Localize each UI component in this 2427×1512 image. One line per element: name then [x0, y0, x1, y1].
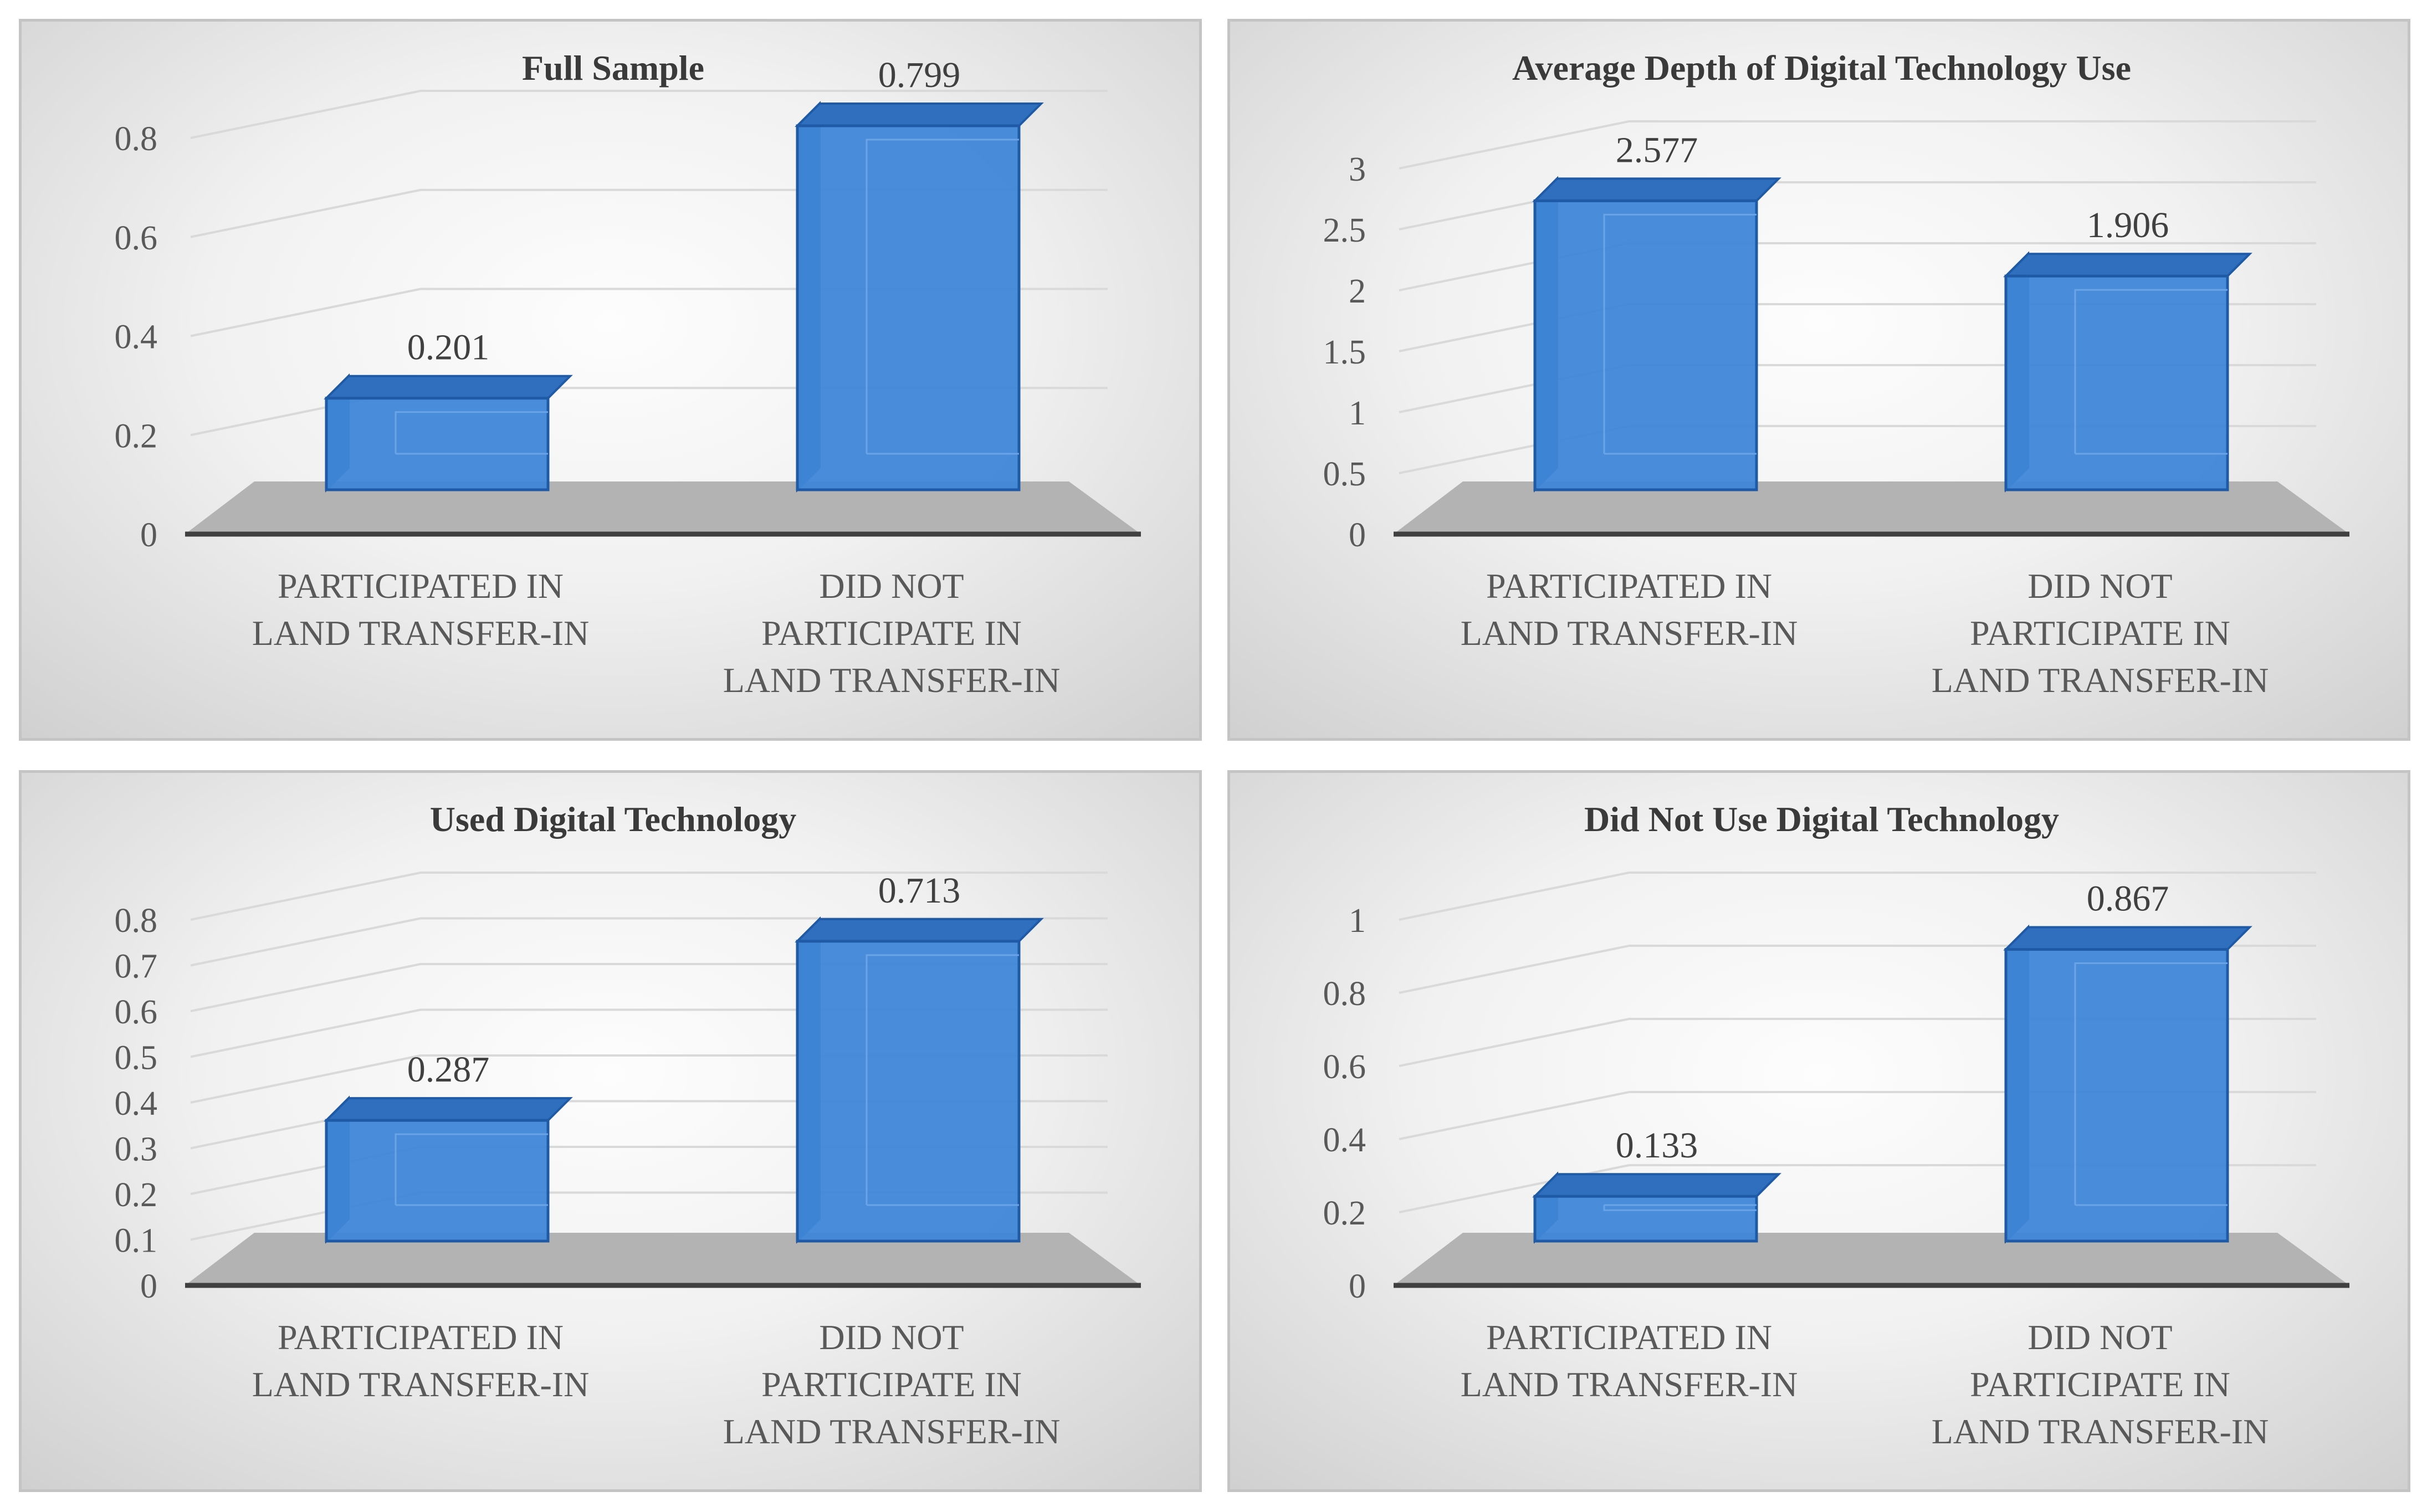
bar: [1532, 1171, 1781, 1244]
y-tick-label: 0.8: [1323, 975, 1366, 1013]
chart-floor: [1394, 481, 2349, 534]
data-label: 0.133: [1616, 1125, 1698, 1166]
chart-svg: Used Digital Technology 0 0.1 0.2 0.3 0.4 0.5 0…: [115, 799, 1141, 1451]
gridline: [1399, 120, 2316, 170]
y-tick-label: 0.4: [115, 319, 158, 356]
y-tick-label: 1: [1349, 902, 1366, 940]
y-tick-label: 0.2: [1323, 1195, 1366, 1232]
chart-floor: [1394, 1233, 2349, 1285]
chart-panel-full-sample: Full Sample 0 0.2 0.4 0.6 0.8 0.201 0.799 PARTIC…: [19, 19, 1202, 741]
x-category-label: DID NOT PARTICIPATE IN LAND TRANSFER-IN: [1932, 1318, 2269, 1451]
chart-svg: Full Sample 0 0.2 0.4 0.6 0.8 0.201 0.799 PARTIC…: [115, 48, 1141, 700]
y-tick-label: 0.5: [115, 1039, 158, 1077]
y-tick-label: 0: [1349, 1268, 1366, 1305]
y-tick-label: 0.6: [115, 219, 158, 257]
y-tick-label: 0.2: [115, 1176, 158, 1214]
y-tick-label: 2.5: [1323, 212, 1366, 249]
y-tick-label: 0.4: [115, 1085, 158, 1123]
y-tick-label: 0.5: [1323, 455, 1366, 493]
y-tick-label: 0.6: [1323, 1048, 1366, 1086]
x-category-label: PARTICIPATED IN LAND TRANSFER-IN: [1461, 1318, 1798, 1404]
gridline: [190, 872, 1108, 921]
y-tick-label: 0.7: [115, 948, 158, 986]
data-label: 0.713: [878, 870, 961, 911]
y-tick-label: 0.8: [115, 120, 158, 158]
y-tick-label: 3: [1349, 151, 1366, 188]
bar: [324, 1095, 573, 1244]
y-tick-label: 1: [1349, 394, 1366, 432]
bar: [795, 916, 1044, 1244]
bar: [324, 373, 573, 493]
bar: [1532, 176, 1781, 493]
chart-title: Average Depth of Digital Technology Use: [1512, 48, 2131, 88]
chart-panel-average-depth: Average Depth of Digital Technology Use 0…: [1227, 19, 2410, 741]
y-tick-label: 0.1: [115, 1222, 158, 1260]
x-category-label: DID NOT PARTICIPATE IN LAND TRANSFER-IN: [1932, 566, 2269, 700]
y-tick-label: 0: [1349, 516, 1366, 554]
y-tick-label: 0.4: [1323, 1121, 1366, 1159]
x-category-label: PARTICIPATED IN LAND TRANSFER-IN: [1461, 566, 1798, 653]
bar: [2003, 251, 2252, 493]
y-tick-label: 0.6: [115, 993, 158, 1031]
y-tick-label: 0.3: [115, 1131, 158, 1168]
gridline: [190, 90, 1108, 139]
y-tick-label: 0: [140, 1268, 157, 1305]
x-category-label: PARTICIPATED IN LAND TRANSFER-IN: [252, 566, 590, 653]
data-label: 1.906: [2087, 205, 2169, 245]
data-label: 0.799: [878, 55, 961, 95]
y-tick-label: 2: [1349, 273, 1366, 310]
data-label: 0.201: [407, 327, 490, 368]
data-label: 0.287: [407, 1049, 490, 1090]
bar: [795, 101, 1044, 493]
chart-floor: [185, 1233, 1141, 1285]
gridline: [1399, 872, 2316, 921]
chart-title: Used Digital Technology: [430, 799, 796, 839]
x-category-label: DID NOT PARTICIPATE IN LAND TRANSFER-IN: [723, 566, 1061, 700]
y-tick-label: 0.8: [115, 902, 158, 940]
y-tick-label: 0.2: [115, 417, 158, 455]
chart-title: Did Not Use Digital Technology: [1584, 799, 2059, 839]
chart-panel-used-digital-technology: Used Digital Technology 0 0.1 0.2 0.3 0.4 0.5 0…: [19, 770, 1202, 1492]
chart-svg: Did Not Use Digital Technology 0 0.2 0.4 0.6…: [1323, 799, 2349, 1451]
chart-panel-did-not-use-digital-technology: Did Not Use Digital Technology 0 0.2 0.4 0.6…: [1227, 770, 2410, 1492]
bar: [2003, 924, 2252, 1244]
y-tick-label: 1.5: [1323, 334, 1366, 371]
x-category-label: PARTICIPATED IN LAND TRANSFER-IN: [252, 1318, 590, 1404]
chart-svg: Average Depth of Digital Technology Use 0…: [1323, 48, 2349, 700]
chart-title: Full Sample: [522, 48, 704, 88]
x-category-label: DID NOT PARTICIPATE IN LAND TRANSFER-IN: [723, 1318, 1061, 1451]
y-tick-label: 0: [140, 516, 157, 554]
data-label: 2.577: [1616, 130, 1698, 170]
chart-floor: [185, 481, 1141, 534]
data-label: 0.867: [2087, 879, 2169, 919]
